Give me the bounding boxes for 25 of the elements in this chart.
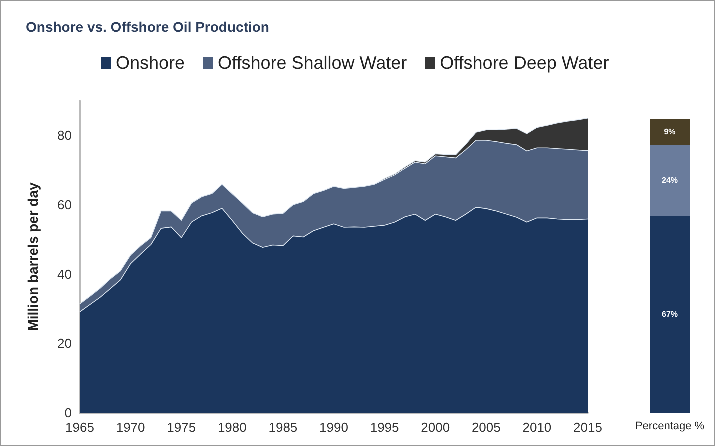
x-tick-label: 2000 (421, 420, 450, 435)
x-tick-label: 1990 (320, 420, 348, 435)
y-axis-title: Million barrels per day (25, 182, 41, 332)
x-tick-label: Percentage % (635, 420, 705, 432)
x-tick-label: 2015 (574, 420, 602, 435)
legend-label: Offshore Shallow Water (218, 53, 408, 73)
y-tick-label: 60 (58, 198, 72, 212)
chart-title: Onshore vs. Offshore Oil Production (26, 19, 270, 35)
y-tick-label: 20 (58, 336, 72, 352)
y-tick-label: 80 (58, 128, 72, 144)
x-tick-label: 1970 (116, 420, 146, 435)
x-tick-label: 2005 (472, 420, 501, 435)
data-label: 67% (662, 310, 678, 320)
x-tick-label: 2010 (522, 420, 552, 435)
x-tick-label: 1980 (218, 420, 247, 435)
y-tick-label: 0 (64, 406, 72, 420)
y-tick-label: 40 (58, 266, 72, 282)
legend-label: Offshore Deep Water (440, 53, 610, 73)
x-tick-label: 1975 (167, 420, 196, 435)
legend-label: Onshore (116, 53, 186, 73)
x-tick-label: 1995 (370, 420, 400, 435)
x-tick-label: 1985 (268, 420, 298, 435)
data-label: 24% (662, 176, 678, 186)
x-tick-label: 1965 (66, 420, 94, 435)
data-label: 9% (664, 128, 676, 137)
